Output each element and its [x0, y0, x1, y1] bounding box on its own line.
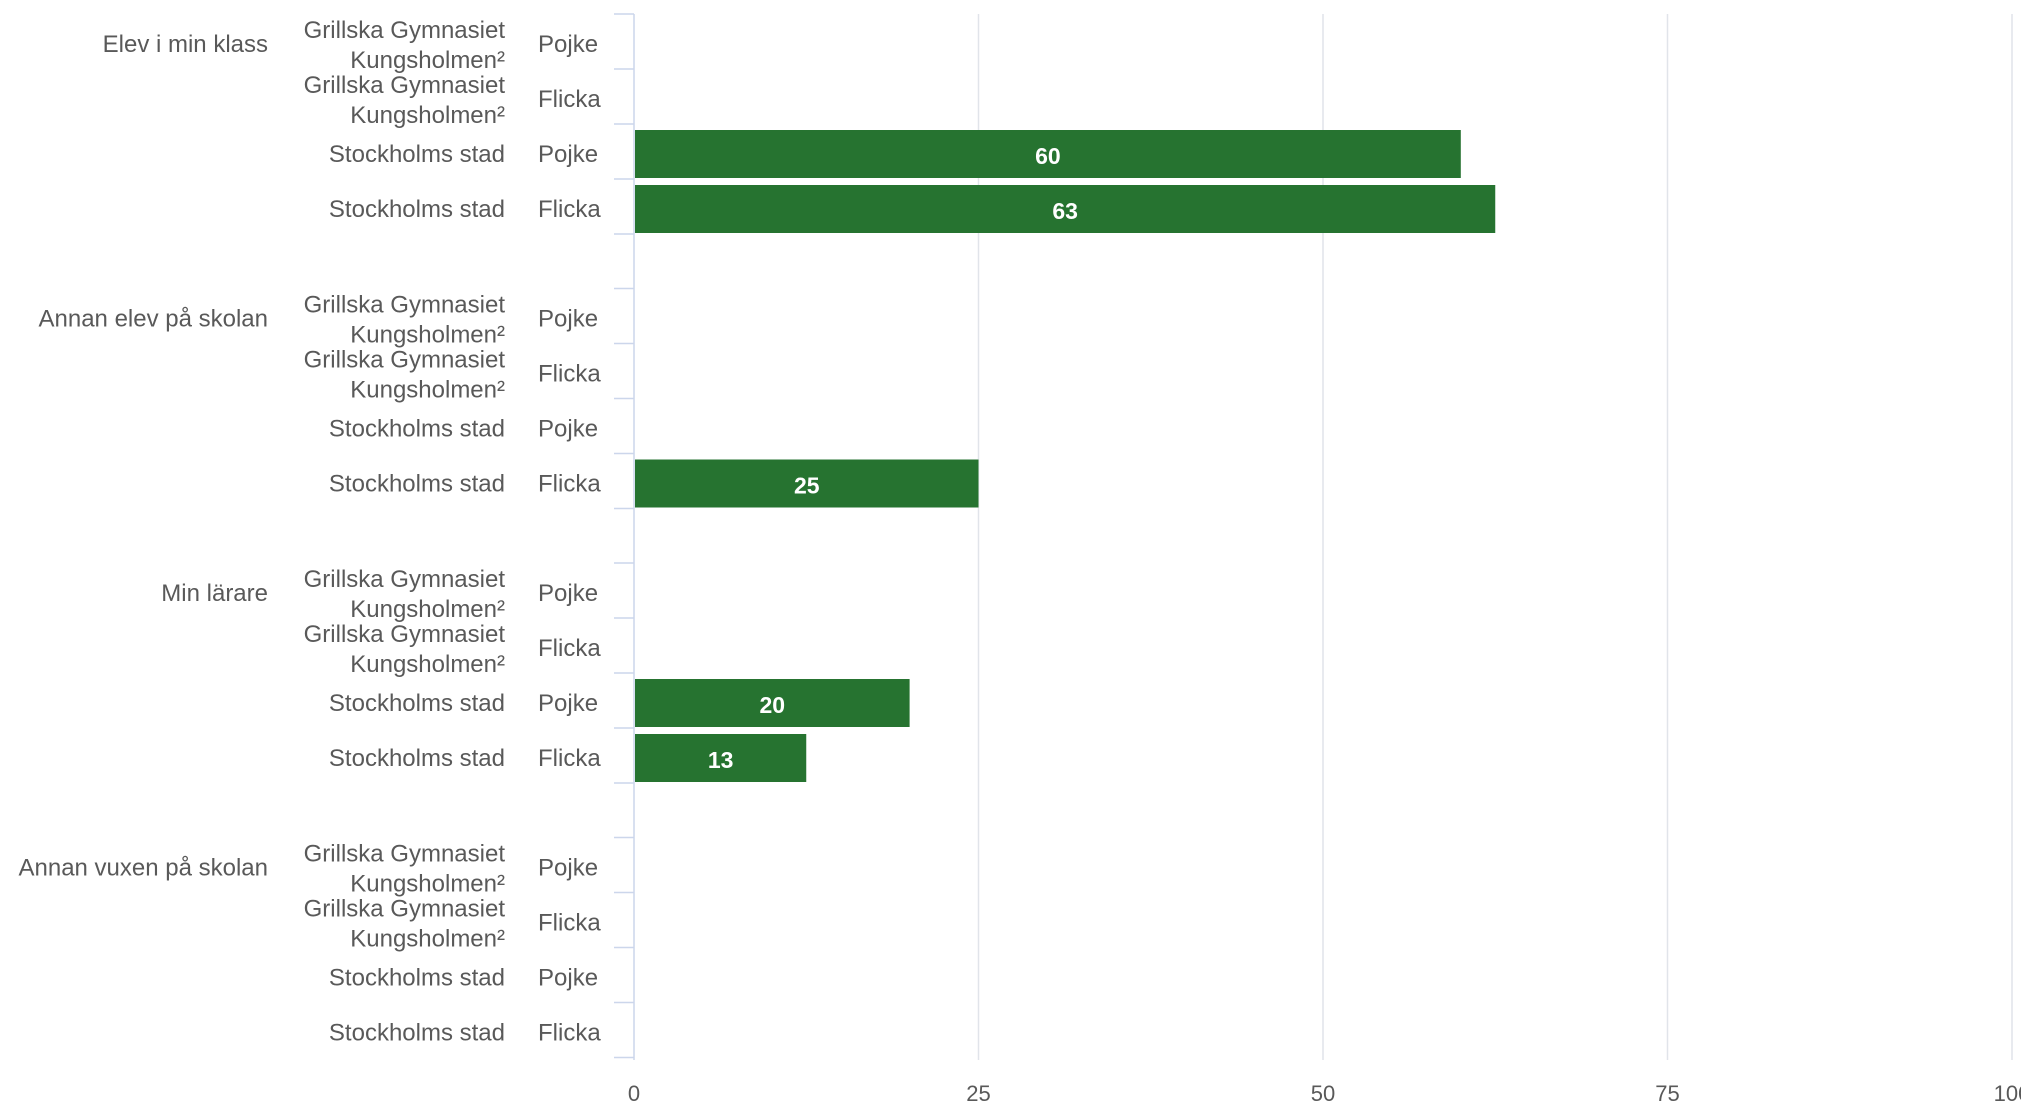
group-label: Annan vuxen på skolan [18, 855, 268, 882]
gender-label: Pojke [538, 855, 598, 882]
data-label: 20 [760, 692, 786, 718]
gender-label: Pojke [538, 141, 598, 168]
gender-label: Flicka [538, 86, 601, 113]
school-label: Kungsholmen² [350, 322, 505, 349]
school-label: Grillska Gymnasiet [304, 621, 506, 648]
x-tick-label: 75 [1655, 1081, 1679, 1103]
group-label: Min lärare [161, 580, 268, 607]
bar [635, 734, 807, 782]
gender-label: Flicka [538, 196, 601, 223]
school-label: Stockholms stad [329, 745, 505, 772]
school-label: Kungsholmen² [350, 377, 505, 404]
gender-label: Flicka [538, 745, 601, 772]
school-label: Stockholms stad [329, 416, 505, 443]
school-label: Kungsholmen² [350, 47, 505, 74]
gender-label: Pojke [538, 580, 598, 607]
gender-label: Pojke [538, 965, 598, 992]
x-tick-label: 50 [1311, 1081, 1335, 1103]
data-label: 13 [708, 747, 734, 773]
x-tick-label: 25 [966, 1081, 990, 1103]
gender-label: Flicka [538, 361, 601, 388]
bar [635, 185, 1496, 233]
x-tick-label: 0 [628, 1081, 640, 1103]
school-label: Stockholms stad [329, 196, 505, 223]
school-label: Kungsholmen² [350, 926, 505, 953]
school-label: Grillska Gymnasiet [304, 17, 506, 44]
gender-label: Flicka [538, 635, 601, 662]
school-label: Stockholms stad [329, 471, 505, 498]
school-label: Stockholms stad [329, 141, 505, 168]
gender-label: Flicka [538, 471, 601, 498]
gender-label: Pojke [538, 31, 598, 58]
bar [635, 130, 1461, 178]
bar [635, 679, 910, 727]
school-label: Kungsholmen² [350, 871, 505, 898]
school-label: Grillska Gymnasiet [304, 347, 506, 374]
school-label: Kungsholmen² [350, 102, 505, 129]
gender-label: Flicka [538, 910, 601, 937]
x-tick-label: 100 [1994, 1081, 2021, 1103]
group-label: Elev i min klass [103, 31, 268, 58]
school-label: Kungsholmen² [350, 651, 505, 678]
gender-label: Pojke [538, 416, 598, 443]
school-label: Stockholms stad [329, 965, 505, 992]
school-label: Stockholms stad [329, 1020, 505, 1047]
school-label: Grillska Gymnasiet [304, 841, 506, 868]
school-label: Grillska Gymnasiet [304, 72, 506, 99]
gender-label: Flicka [538, 1020, 601, 1047]
data-label: 25 [794, 473, 820, 499]
school-label: Stockholms stad [329, 690, 505, 717]
school-label: Grillska Gymnasiet [304, 292, 506, 319]
school-label: Grillska Gymnasiet [304, 896, 506, 923]
data-label: 63 [1052, 198, 1078, 224]
bar [635, 459, 979, 508]
school-label: Grillska Gymnasiet [304, 566, 506, 593]
gender-label: Pojke [538, 690, 598, 717]
school-label: Kungsholmen² [350, 596, 505, 623]
group-label: Annan elev på skolan [39, 306, 269, 333]
data-label: 60 [1035, 143, 1061, 169]
gender-label: Pojke [538, 306, 598, 333]
